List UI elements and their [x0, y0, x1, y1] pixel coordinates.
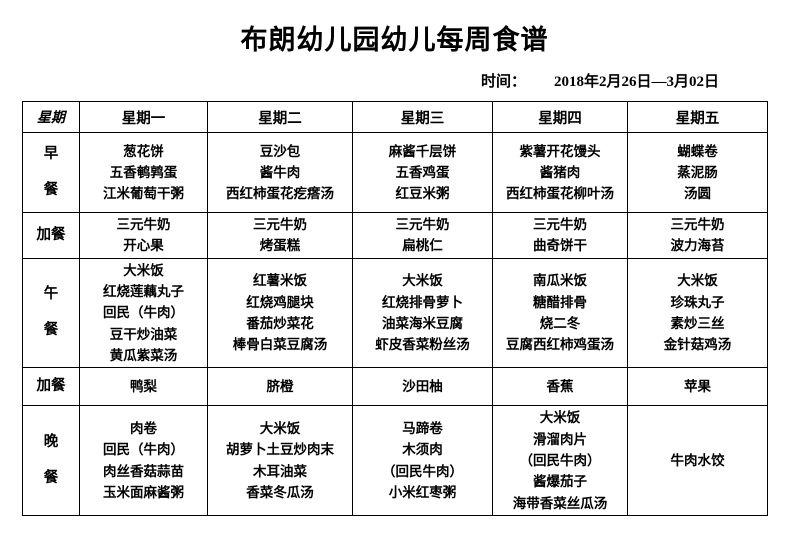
- cell-lunch-wednesday: 大米饭 红烧排骨萝卜 油菜海米豆腐 虾皮香菜粉丝汤: [352, 257, 493, 369]
- meal-label-lunch: 午 餐: [22, 257, 80, 369]
- morning-snack-row: 加餐 三元牛奶 开心果 三元牛奶 烤蛋糕 三元牛奶 扁桃仁 三元牛奶 曲奇饼干 …: [22, 212, 768, 259]
- cell-breakfast-tuesday: 豆沙包 酱牛肉 西红柿蛋花疙瘩汤: [207, 132, 353, 213]
- day-header-wednesday: 星期三: [352, 101, 493, 133]
- cell-afternoon-snack-wednesday: 沙田柚: [352, 367, 493, 407]
- day-header-thursday: 星期四: [492, 101, 628, 133]
- cell-dinner-thursday: 大米饭 滑溜肉片 （回民牛肉） 酱爆茄子 海带香菜丝瓜汤: [492, 405, 628, 516]
- cell-dinner-wednesday: 马蹄卷 木须肉 （回民牛肉） 小米红枣粥: [352, 405, 493, 516]
- meal-label-breakfast: 早 餐: [22, 132, 80, 213]
- cell-dinner-tuesday: 大米饭 胡萝卜土豆炒肉末 木耳油菜 香菜冬瓜汤: [207, 405, 353, 516]
- cell-afternoon-snack-monday: 鸭梨: [79, 367, 208, 407]
- day-header-monday: 星期一: [79, 101, 208, 133]
- header-row: 星期 星期一 星期二 星期三 星期四 星期五: [22, 101, 768, 133]
- meal-label-morning-snack: 加餐: [22, 212, 80, 259]
- day-header-tuesday: 星期二: [207, 101, 353, 133]
- cell-breakfast-friday: 蝴蝶卷 蒸泥肠 汤圆: [627, 132, 768, 213]
- cell-morning-snack-monday: 三元牛奶 开心果: [79, 212, 208, 259]
- cell-lunch-friday: 大米饭 珍珠丸子 素炒三丝 金针菇鸡汤: [627, 257, 768, 369]
- cell-lunch-thursday: 南瓜米饭 糖醋排骨 烧二冬 豆腐西红柿鸡蛋汤: [492, 257, 628, 369]
- cell-lunch-tuesday: 红薯米饭 红烧鸡腿块 番茄炒菜花 棒骨白菜豆腐汤: [207, 257, 353, 369]
- cell-afternoon-snack-tuesday: 脐橙: [207, 367, 353, 407]
- time-line: 时间： 2018年2月26日—3月02日: [0, 70, 789, 91]
- time-label: 时间：: [480, 74, 526, 90]
- lunch-row: 午 餐 大米饭 红烧莲藕丸子 回民（牛肉） 豆干炒油菜 黄瓜紫菜汤 红薯米饭 红…: [22, 257, 768, 369]
- afternoon-snack-row: 加餐 鸭梨 脐橙 沙田柚 香蕉 苹果: [22, 367, 768, 407]
- day-header-friday: 星期五: [627, 101, 768, 133]
- cell-morning-snack-friday: 三元牛奶 波力海苔: [627, 212, 768, 259]
- corner-header-week: 星期: [22, 101, 80, 133]
- cell-morning-snack-wednesday: 三元牛奶 扁桃仁: [352, 212, 493, 259]
- cell-breakfast-wednesday: 麻酱千层饼 五香鸡蛋 红豆米粥: [352, 132, 493, 213]
- meal-label-dinner: 晚 餐: [22, 405, 80, 516]
- time-value: 2018年2月26日—3月02日: [553, 74, 719, 90]
- meal-label-afternoon-snack: 加餐: [22, 367, 80, 407]
- cell-morning-snack-tuesday: 三元牛奶 烤蛋糕: [207, 212, 353, 259]
- cell-lunch-monday: 大米饭 红烧莲藕丸子 回民（牛肉） 豆干炒油菜 黄瓜紫菜汤: [79, 257, 208, 369]
- cell-breakfast-thursday: 紫薯开花馒头 酱猪肉 西红柿蛋花柳叶汤: [492, 132, 628, 213]
- cell-dinner-monday: 肉卷 回民（牛肉） 肉丝香菇蒜苗 玉米面麻酱粥: [79, 405, 208, 516]
- dinner-row: 晚 餐 肉卷 回民（牛肉） 肉丝香菇蒜苗 玉米面麻酱粥 大米饭 胡萝卜土豆炒肉末…: [22, 405, 768, 516]
- cell-dinner-friday: 牛肉水饺: [627, 405, 768, 516]
- menu-page: 布朗幼儿园幼儿每周食谱 时间： 2018年2月26日—3月02日 星期 星期一 …: [0, 18, 789, 543]
- cell-afternoon-snack-friday: 苹果: [627, 367, 768, 407]
- page-title: 布朗幼儿园幼儿每周食谱: [240, 25, 549, 55]
- cell-afternoon-snack-thursday: 香蕉: [492, 367, 628, 407]
- cell-morning-snack-thursday: 三元牛奶 曲奇饼干: [492, 212, 628, 259]
- breakfast-row: 早 餐 葱花饼 五香鹌鹑蛋 江米葡萄干粥 豆沙包 酱牛肉 西红柿蛋花疙瘩汤 麻酱…: [22, 132, 768, 213]
- weekly-menu-table: 星期 星期一 星期二 星期三 星期四 星期五 早 餐 葱花饼 五香鹌鹑蛋 江米葡…: [22, 101, 768, 516]
- cell-breakfast-monday: 葱花饼 五香鹌鹑蛋 江米葡萄干粥: [79, 132, 208, 213]
